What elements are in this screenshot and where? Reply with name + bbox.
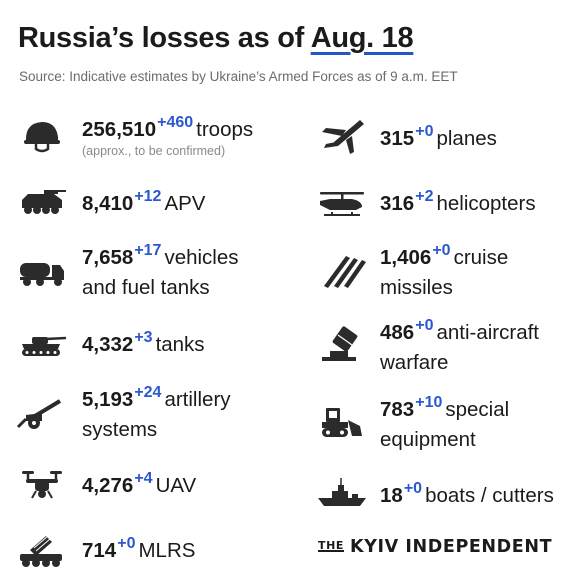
bulldozer-icon: [316, 402, 368, 442]
stat-increase: +0: [415, 317, 434, 334]
stat-value: 714: [82, 539, 117, 562]
stat-increase: +460: [157, 114, 194, 131]
stat-label: cruise: [453, 246, 509, 269]
stat-label: anti-aircraft: [436, 321, 539, 344]
stat-label-line2: and fuel tanks: [82, 276, 210, 299]
helicopter-icon: [316, 183, 368, 223]
stat-label: boats / cutters: [425, 484, 554, 507]
stat-increase: +17: [134, 242, 162, 259]
stat-value: 8,410: [82, 192, 134, 215]
stat-label: UAV: [155, 474, 197, 497]
stat-value: 315: [380, 127, 415, 150]
stat-increase: +0: [117, 535, 136, 552]
stat-label: troops: [196, 118, 254, 141]
stat-value: 4,276: [82, 474, 134, 497]
stat-label: tanks: [155, 333, 205, 356]
stat-value: 256,510: [82, 118, 157, 141]
stat-label-line2: equipment: [380, 428, 476, 451]
stat-increase: +12: [134, 188, 162, 205]
stat-label: planes: [436, 127, 497, 150]
title-date: Aug. 18: [310, 22, 414, 54]
stat-increase: +10: [415, 394, 443, 411]
stat-label-line2: systems: [82, 418, 158, 441]
stat-increase: +24: [134, 384, 162, 401]
stat-increase: +0: [415, 123, 434, 140]
stat-value: 783: [380, 398, 415, 421]
stat-value: 4,332: [82, 333, 134, 356]
stat-value: 1,406: [380, 246, 432, 269]
tank-icon: [16, 325, 68, 365]
stat-value: 316: [380, 192, 415, 215]
drone-icon: [16, 465, 68, 505]
source-note: Source: Indicative estimates by Ukraine’…: [19, 69, 458, 84]
stat-label: special: [445, 398, 510, 421]
stat-label: helicopters: [436, 192, 536, 215]
helmet-icon: [16, 115, 68, 155]
artillery-icon: [16, 393, 68, 433]
title-prefix: Russia’s losses as of: [18, 22, 304, 54]
page-title: Russia’s losses as of Aug. 18: [18, 22, 414, 55]
ship-icon: [316, 474, 368, 514]
jet-icon: [316, 116, 368, 156]
brand-logo: THE KYIV INDEPENDENT: [318, 537, 552, 557]
stat-value: 486: [380, 321, 415, 344]
stat-note: (approx., to be confirmed): [82, 144, 226, 158]
stat-increase: +2: [415, 188, 434, 205]
stat-label: MLRS: [138, 539, 196, 562]
stat-value: 7,658: [82, 246, 134, 269]
stat-label: vehicles: [164, 246, 239, 269]
stat-increase: +0: [403, 480, 423, 497]
missiles-icon: [316, 250, 368, 290]
stat-label: APV: [164, 192, 206, 215]
stat-increase: +0: [432, 242, 451, 259]
stat-label-line2: missiles: [380, 276, 453, 299]
apv-icon: [16, 182, 68, 222]
mlrs-icon: [16, 530, 68, 570]
stat-label-line2: warfare: [380, 351, 449, 374]
anti-aircraft-icon: [316, 325, 368, 365]
fuel-truck-icon: [16, 251, 68, 291]
stat-increase: +4: [134, 470, 153, 487]
brand-name: KYIV INDEPENDENT: [350, 537, 553, 557]
brand-the: THE: [318, 539, 345, 552]
stat-value: 18: [380, 484, 403, 507]
stat-value: 5,193: [82, 388, 134, 411]
stat-increase: +3: [134, 329, 153, 346]
stat-label: artillery: [164, 388, 231, 411]
